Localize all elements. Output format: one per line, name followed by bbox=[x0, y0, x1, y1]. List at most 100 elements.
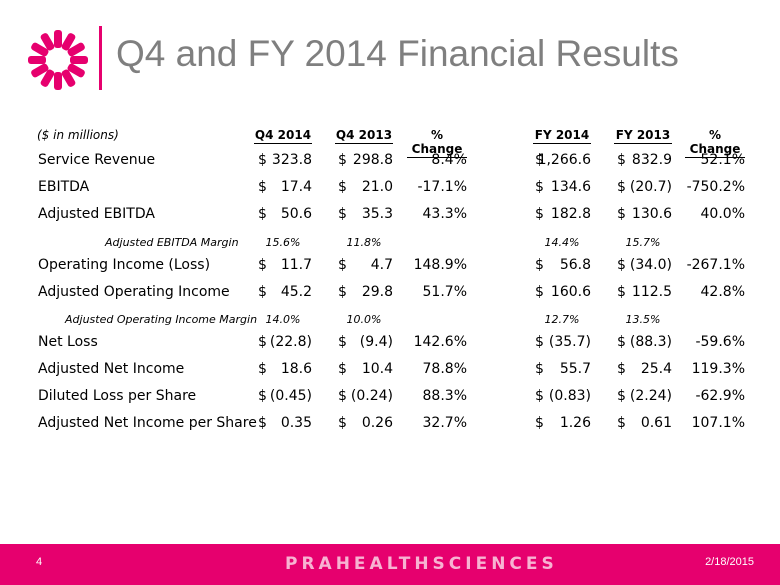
row-label: Service Revenue bbox=[38, 152, 156, 168]
amount-value: 56.8 bbox=[559, 257, 591, 273]
percent-change-value: 88.3% bbox=[422, 388, 467, 404]
amount-value: 130.6 bbox=[631, 206, 672, 222]
currency-symbol: $ bbox=[617, 152, 626, 168]
currency-symbol: $ bbox=[535, 179, 544, 195]
margin-value: 10.0% bbox=[346, 313, 382, 326]
currency-symbol: $ bbox=[258, 257, 267, 273]
percent-change-value: 8.4% bbox=[431, 152, 467, 168]
currency-symbol: $ bbox=[617, 257, 626, 273]
currency-symbol: $ bbox=[617, 415, 626, 431]
currency-symbol: $ bbox=[535, 284, 544, 300]
amount-value: 11.7 bbox=[280, 257, 312, 273]
currency-symbol: $ bbox=[338, 179, 347, 195]
currency-symbol: $ bbox=[258, 334, 267, 350]
currency-symbol: $ bbox=[535, 415, 544, 431]
percent-change-value: 52.1% bbox=[700, 152, 745, 168]
percent-change-value: -59.6% bbox=[695, 334, 745, 350]
currency-symbol: $ bbox=[535, 334, 544, 350]
currency-symbol: $ bbox=[617, 361, 626, 377]
percent-change-value: 40.0% bbox=[700, 206, 745, 222]
units-label: ($ in millions) bbox=[37, 128, 119, 142]
footer-bar: 4 PRAHEALTHSCIENCES 2/18/2015 bbox=[0, 544, 780, 585]
pink-starburst-logo-icon bbox=[28, 30, 88, 90]
row-sublabel: Adjusted EBITDA Margin bbox=[105, 236, 239, 249]
amount-value: 4.7 bbox=[370, 257, 393, 273]
table-row: Service Revenue $ $ $ $323.8 298.8 8.4% 1,266.6… bbox=[0, 152, 780, 178]
table-row: Adjusted Operating Income Margin 14.0% 10.… bbox=[0, 311, 780, 337]
currency-symbol: $ bbox=[258, 206, 267, 222]
amount-value: (20.7) bbox=[629, 179, 672, 195]
amount-value: (34.0) bbox=[629, 257, 672, 273]
col-header-fy-2014: FY 2014 bbox=[533, 128, 591, 144]
amount-value: 1,266.6 bbox=[537, 152, 591, 168]
margin-value: 15.7% bbox=[625, 236, 661, 249]
currency-symbol: $ bbox=[617, 179, 626, 195]
row-label: Operating Income (Loss) bbox=[38, 257, 211, 273]
percent-change-value: -62.9% bbox=[695, 388, 745, 404]
amount-value: 134.6 bbox=[550, 179, 591, 195]
amount-value: 0.61 bbox=[640, 415, 672, 431]
amount-value: (22.8) bbox=[269, 334, 312, 350]
currency-symbol: $ bbox=[338, 361, 347, 377]
currency-symbol: $ bbox=[338, 284, 347, 300]
currency-symbol: $ bbox=[535, 257, 544, 273]
col-header-fy-2013: FY 2013 bbox=[614, 128, 672, 144]
percent-change-value: -17.1% bbox=[417, 179, 467, 195]
brand-wordmark: PRAHEALTHSCIENCES bbox=[285, 554, 558, 574]
currency-symbol: $ bbox=[338, 334, 347, 350]
amount-value: (0.24) bbox=[350, 388, 393, 404]
table-row: Adjusted EBITDA $ $ $ $50.6 35.3 43.3% 182.8 130… bbox=[0, 206, 780, 232]
amount-value: 0.26 bbox=[361, 415, 393, 431]
currency-symbol: $ bbox=[535, 361, 544, 377]
amount-value: 18.6 bbox=[280, 361, 312, 377]
currency-symbol: $ bbox=[617, 206, 626, 222]
amount-value: 21.0 bbox=[361, 179, 393, 195]
currency-symbol: $ bbox=[338, 257, 347, 273]
currency-symbol: $ bbox=[535, 152, 544, 168]
table-row: Net Loss $ $ $ $ (22.8) (9.4) 142.6% (35.7) (88.3… bbox=[0, 334, 780, 360]
currency-symbol: $ bbox=[535, 388, 544, 404]
currency-symbol: $ bbox=[617, 334, 626, 350]
amount-value: 832.9 bbox=[631, 152, 672, 168]
currency-symbol: $ bbox=[535, 206, 544, 222]
percent-change-value: -267.1% bbox=[686, 257, 745, 273]
currency-symbol: $ bbox=[258, 388, 267, 404]
margin-value: 14.4% bbox=[544, 236, 580, 249]
col-header-q4-2013: Q4 2013 bbox=[335, 128, 393, 144]
amount-value: 50.6 bbox=[280, 206, 312, 222]
margin-value: 14.0% bbox=[265, 313, 301, 326]
slide-date: 2/18/2015 bbox=[705, 556, 754, 568]
amount-value: 25.4 bbox=[640, 361, 672, 377]
currency-symbol: $ bbox=[338, 206, 347, 222]
amount-value: (35.7) bbox=[548, 334, 591, 350]
table-row: Adjusted EBITDA Margin 15.6% 11.8% 14.4% 15.… bbox=[0, 234, 780, 260]
currency-symbol: $ bbox=[617, 388, 626, 404]
table-row: Adjusted Operating Income $ $ $ $45.2 29.8 51.… bbox=[0, 284, 780, 310]
col-header-fy-change: % Change bbox=[685, 128, 745, 158]
amount-value: (0.83) bbox=[548, 388, 591, 404]
amount-value: 45.2 bbox=[280, 284, 312, 300]
amount-value: 112.5 bbox=[631, 284, 672, 300]
title-divider bbox=[99, 26, 102, 90]
percent-change-value: -750.2% bbox=[686, 179, 745, 195]
table-row: Operating Income (Loss) $ $ $ $11.7 4.7 148.9%… bbox=[0, 257, 780, 283]
row-sublabel: Adjusted Operating Income Margin bbox=[65, 313, 258, 326]
currency-symbol: $ bbox=[617, 284, 626, 300]
amount-value: 182.8 bbox=[550, 206, 591, 222]
currency-symbol: $ bbox=[258, 152, 267, 168]
currency-symbol: $ bbox=[258, 361, 267, 377]
percent-change-value: 119.3% bbox=[691, 361, 745, 377]
percent-change-value: 42.8% bbox=[700, 284, 745, 300]
amount-value: 1.26 bbox=[559, 415, 591, 431]
amount-value: 29.8 bbox=[361, 284, 393, 300]
table-row: Adjusted Net Income per Share $ $ $ $0.35 0.2… bbox=[0, 415, 780, 441]
amount-value: 0.35 bbox=[280, 415, 312, 431]
percent-change-value: 107.1% bbox=[691, 415, 745, 431]
currency-symbol: $ bbox=[258, 179, 267, 195]
percent-change-value: 142.6% bbox=[413, 334, 467, 350]
table-row: Diluted Loss per Share $ $ $ $ (0.45) (0.24) 88… bbox=[0, 388, 780, 414]
amount-value: (88.3) bbox=[629, 334, 672, 350]
row-label: Adjusted Net Income per Share bbox=[38, 415, 257, 431]
margin-value: 13.5% bbox=[625, 313, 661, 326]
row-label: Net Loss bbox=[38, 334, 98, 350]
